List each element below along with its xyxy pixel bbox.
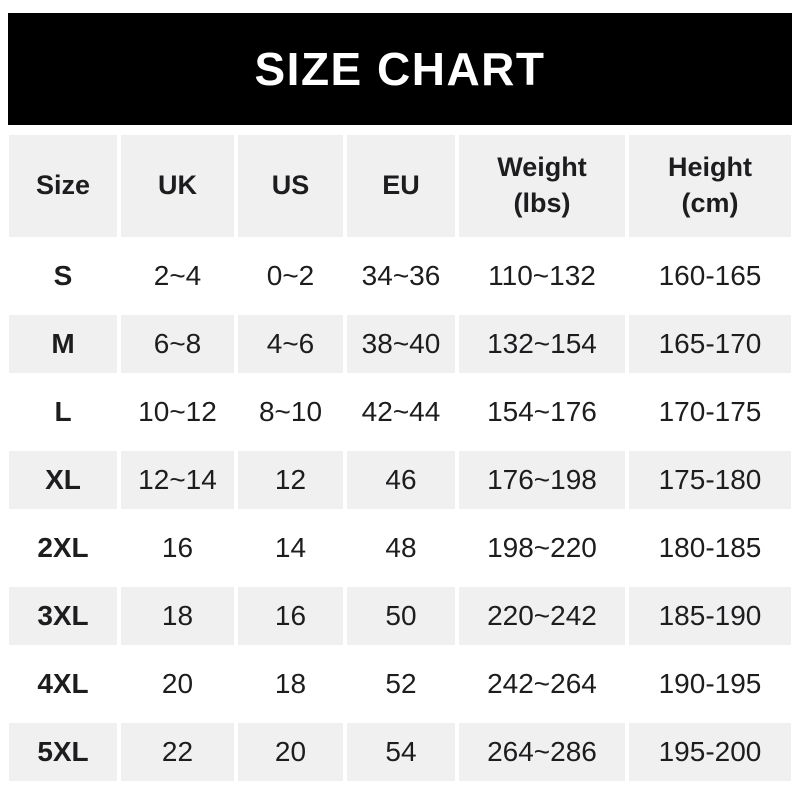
cell-eu: 34~36 [347,247,455,305]
cell-us: 16 [238,587,343,645]
cell-height-cm: 160-165 [629,247,791,305]
cell-height-cm: 170-175 [629,383,791,441]
cell-weight-lbs: 220~242 [459,587,625,645]
table-row: 5XL 22 20 54 264~286 195-200 [9,723,791,781]
cell-height-cm: 190-195 [629,655,791,713]
cell-eu: 50 [347,587,455,645]
cell-size: L [9,383,117,441]
cell-size: M [9,315,117,373]
size-chart-table: Size UK US EU Weight (lbs) Height (cm) [5,125,795,791]
size-chart-banner: SIZE CHART [8,13,792,125]
cell-uk: 2~4 [121,247,234,305]
cell-us: 8~10 [238,383,343,441]
cell-eu: 46 [347,451,455,509]
cell-uk: 18 [121,587,234,645]
table-row: M 6~8 4~6 38~40 132~154 165-170 [9,315,791,373]
cell-weight-lbs: 154~176 [459,383,625,441]
col-header-label: Size [35,170,91,201]
cell-uk: 20 [121,655,234,713]
col-header-sub: (cm) [681,188,739,218]
cell-height-cm: 195-200 [629,723,791,781]
cell-us: 0~2 [238,247,343,305]
table-row: L 10~12 8~10 42~44 154~176 170-175 [9,383,791,441]
cell-us: 14 [238,519,343,577]
table-body: S 2~4 0~2 34~36 110~132 160-165 M 6~8 4~… [9,247,791,781]
cell-size: 5XL [9,723,117,781]
table-row: 3XL 18 16 50 220~242 185-190 [9,587,791,645]
cell-uk: 6~8 [121,315,234,373]
cell-height-cm: 185-190 [629,587,791,645]
cell-uk: 22 [121,723,234,781]
cell-eu: 52 [347,655,455,713]
cell-height-cm: 180-185 [629,519,791,577]
cell-size: XL [9,451,117,509]
cell-eu: 42~44 [347,383,455,441]
cell-size: S [9,247,117,305]
cell-us: 20 [238,723,343,781]
cell-uk: 16 [121,519,234,577]
cell-size: 4XL [9,655,117,713]
col-header-sub: (lbs) [513,188,571,218]
table-row: 4XL 20 18 52 242~264 190-195 [9,655,791,713]
cell-height-cm: 165-170 [629,315,791,373]
col-header-height: Height (cm) [629,135,791,237]
col-header-uk: UK [121,135,234,237]
col-header-label: UK [158,170,197,201]
page-title: SIZE CHART [254,43,546,95]
cell-eu: 48 [347,519,455,577]
table-row: XL 12~14 12 46 176~198 175-180 [9,451,791,509]
cell-weight-lbs: 264~286 [459,723,625,781]
table-row: 2XL 16 14 48 198~220 180-185 [9,519,791,577]
table-header: Size UK US EU Weight (lbs) Height (cm) [9,135,791,237]
col-header-label: US [271,170,310,201]
cell-size: 3XL [9,587,117,645]
cell-weight-lbs: 176~198 [459,451,625,509]
cell-uk: 10~12 [121,383,234,441]
cell-weight-lbs: 242~264 [459,655,625,713]
cell-size: 2XL [9,519,117,577]
col-header-us: US [238,135,343,237]
col-header-label: EU [382,170,420,201]
col-header-eu: EU [347,135,455,237]
header-row: Size UK US EU Weight (lbs) Height (cm) [9,135,791,237]
cell-weight-lbs: 110~132 [459,247,625,305]
cell-eu: 38~40 [347,315,455,373]
cell-eu: 54 [347,723,455,781]
cell-us: 12 [238,451,343,509]
col-header-label: Height [668,152,752,183]
cell-uk: 12~14 [121,451,234,509]
cell-weight-lbs: 132~154 [459,315,625,373]
cell-us: 4~6 [238,315,343,373]
col-header-size: Size [9,135,117,237]
col-header-weight: Weight (lbs) [459,135,625,237]
cell-weight-lbs: 198~220 [459,519,625,577]
col-header-label: Weight [497,152,587,183]
table-row: S 2~4 0~2 34~36 110~132 160-165 [9,247,791,305]
cell-height-cm: 175-180 [629,451,791,509]
cell-us: 18 [238,655,343,713]
